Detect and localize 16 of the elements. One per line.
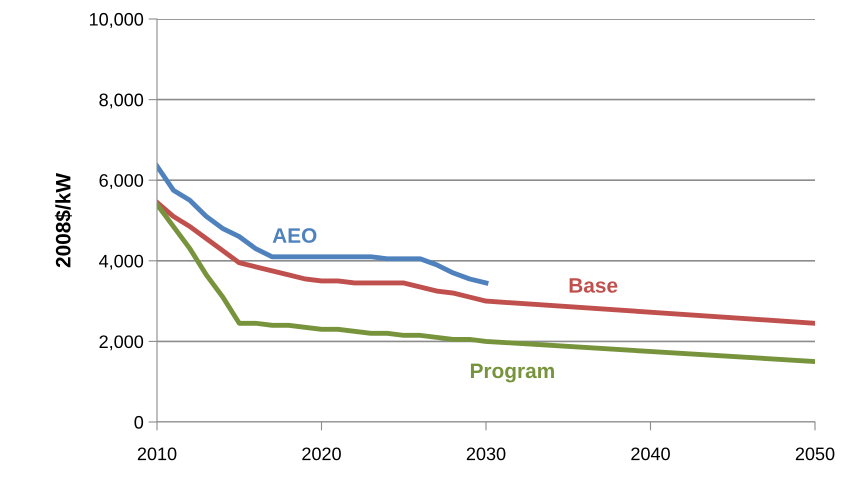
y-tick-label: 0 — [134, 416, 144, 429]
y-tick-label: 8,000 — [99, 94, 144, 108]
x-tick-label: 2040 — [631, 447, 670, 460]
x-tick-label: 2030 — [466, 447, 506, 460]
y-axis-title: 2008$/kW — [54, 173, 72, 268]
x-tick-label: 2010 — [138, 447, 176, 460]
y-tick-label: 10,000 — [90, 12, 144, 28]
x-tick-label: 2020 — [302, 447, 341, 460]
series-label: Base — [570, 278, 618, 293]
x-tick-label: 2050 — [796, 447, 834, 460]
y-tick-label: 4,000 — [99, 254, 144, 270]
series-label: AEO — [272, 228, 316, 243]
y-tick-label: 6,000 — [100, 174, 144, 190]
line-series — [157, 164, 488, 286]
y-tick-label: 2,000 — [100, 335, 144, 350]
series-label: Program — [470, 364, 554, 382]
